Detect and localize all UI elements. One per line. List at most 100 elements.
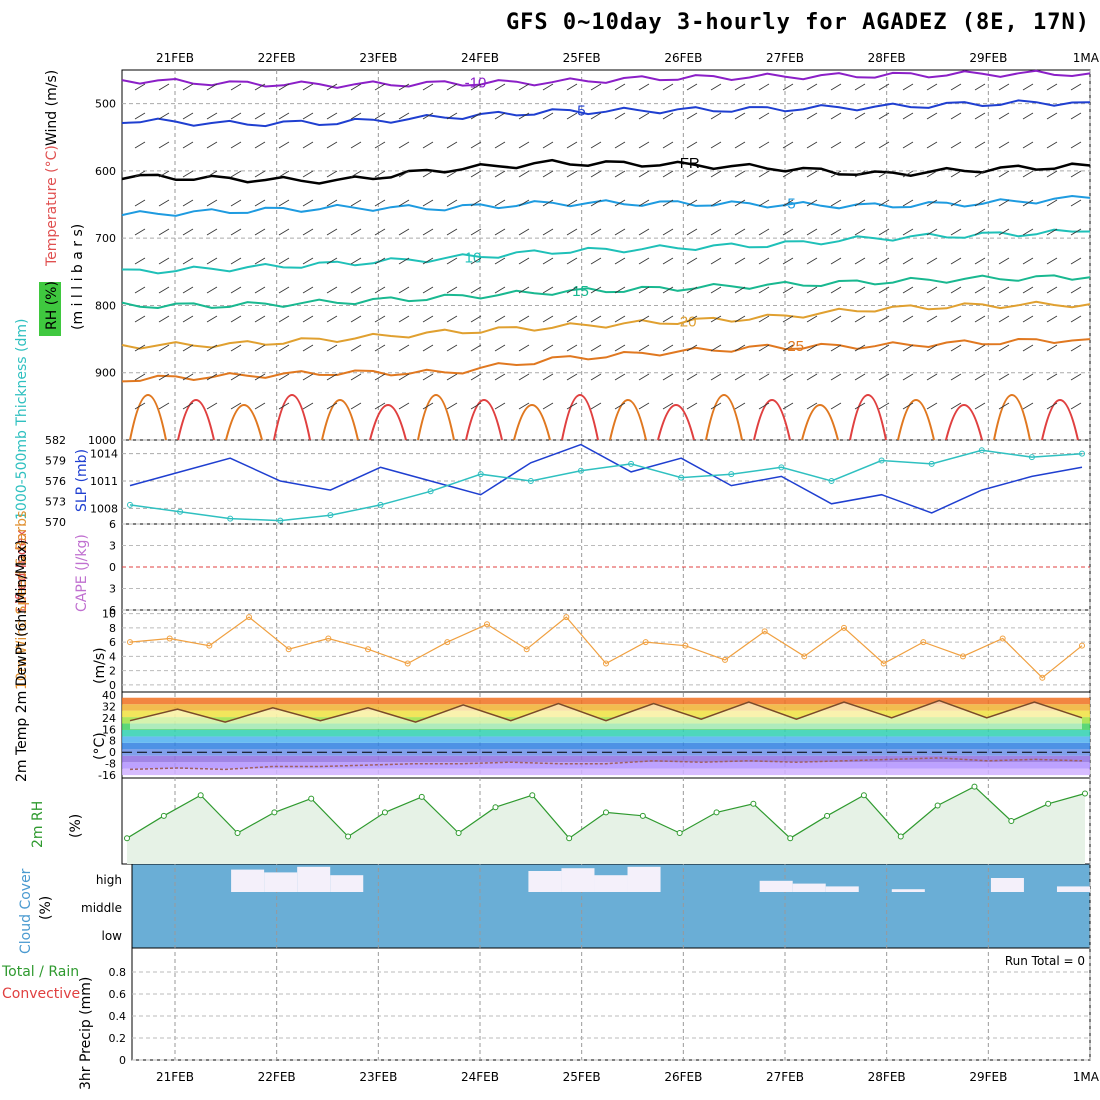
wind-barb	[614, 228, 626, 236]
wind-barb	[854, 199, 866, 207]
wind-barb	[662, 344, 674, 352]
wind-barb	[254, 141, 266, 149]
temp-tick-label: 8	[109, 735, 116, 748]
wind-barb	[998, 402, 1010, 410]
wind-barb	[446, 402, 458, 410]
wind-barb	[878, 286, 890, 294]
wind-barb	[326, 83, 338, 91]
wind-barb	[494, 286, 506, 294]
wind-barb	[998, 286, 1010, 294]
wind-barb	[1046, 402, 1058, 410]
wind-barb	[806, 315, 818, 323]
rh-units-label: (%)	[68, 814, 84, 838]
wind-barb	[758, 141, 770, 149]
rh-point	[271, 809, 278, 816]
wind-barb	[206, 402, 218, 410]
cloud-high-bar	[825, 886, 859, 892]
wind-barb	[470, 286, 482, 294]
low-level-contour	[177, 399, 215, 441]
wind-barb	[542, 402, 554, 410]
wind-barb	[422, 199, 434, 207]
wind-barb	[302, 286, 314, 294]
rh-point	[1045, 800, 1052, 807]
wind-barb	[398, 344, 410, 352]
thickness-tick-label: 582	[45, 434, 66, 447]
wind-barb	[782, 286, 794, 294]
temp2m-axis-label: 2m Temp 2m DewPt (6hr Min/Max)	[14, 540, 30, 782]
contour-label: 10	[465, 249, 482, 266]
low-level-contour	[561, 394, 599, 441]
wind-barb	[518, 402, 530, 410]
wind-barb	[1046, 141, 1058, 149]
wind-barb	[830, 112, 842, 120]
wind-barb	[782, 373, 794, 381]
wind-barb	[758, 83, 770, 91]
wind-barb	[1022, 199, 1034, 207]
wind-barb	[1070, 286, 1082, 294]
wind-barb	[566, 373, 578, 381]
low-level-contour	[1041, 399, 1079, 441]
wind-barb	[302, 199, 314, 207]
wind-barb	[614, 344, 626, 352]
wind-barb	[590, 228, 602, 236]
wind-barb	[1046, 315, 1058, 323]
wind-barb	[902, 83, 914, 91]
wind-barb	[1046, 83, 1058, 91]
date-label-top: 1MAR	[1073, 51, 1100, 65]
contour-FR	[121, 158, 1091, 185]
wind-barb	[278, 373, 290, 381]
date-label-bottom: 23FEB	[359, 1070, 397, 1084]
wind-barb	[614, 315, 626, 323]
wind-barb	[206, 344, 218, 352]
wind-barb	[350, 402, 362, 410]
wind-barb	[854, 286, 866, 294]
wind-barb	[302, 83, 314, 91]
date-label-top: 23FEB	[359, 51, 397, 65]
temp-color-band	[122, 697, 1090, 705]
wind-barb	[302, 257, 314, 265]
wind-barb	[590, 112, 602, 120]
wind-barb	[854, 141, 866, 149]
wind-barb	[878, 228, 890, 236]
slp-tick-label: 1011	[90, 475, 118, 488]
wind-barb	[494, 373, 506, 381]
wind-barb	[206, 315, 218, 323]
wind-barb	[926, 141, 938, 149]
wind-barb	[518, 199, 530, 207]
wind-barb	[758, 170, 770, 178]
temp-tick-label: 24	[102, 712, 116, 725]
date-label-bottom: 28FEB	[868, 1070, 906, 1084]
pressure-axis-label: (m i l l i b a r s)	[70, 224, 86, 330]
rh-point	[234, 830, 241, 837]
wind-barb	[230, 286, 242, 294]
wind-barb	[398, 286, 410, 294]
wind-barb	[998, 315, 1010, 323]
wind-barb	[542, 257, 554, 265]
wind-barb	[614, 141, 626, 149]
wind-barb	[374, 141, 386, 149]
wind-barb	[326, 228, 338, 236]
date-label-top: 26FEB	[664, 51, 702, 65]
wind-barb	[374, 112, 386, 120]
wind-barb	[518, 228, 530, 236]
wind-barb	[614, 112, 626, 120]
wind-barb	[686, 257, 698, 265]
wind-barb	[278, 344, 290, 352]
wind-speed-point	[365, 646, 371, 653]
cloud-high-bar	[1056, 886, 1090, 892]
wind-barb	[734, 344, 746, 352]
wind-barb	[302, 373, 314, 381]
wind-barb	[590, 344, 602, 352]
wind-barb	[710, 228, 722, 236]
wind-barb	[806, 373, 818, 381]
date-label-bottom: 25FEB	[563, 1070, 601, 1084]
wind-barb	[398, 199, 410, 207]
wind-speed-point	[285, 646, 292, 653]
cloud-high-bar	[330, 875, 364, 892]
wind-barb	[494, 199, 506, 207]
wind-barb	[374, 83, 386, 91]
wind-barb	[134, 373, 146, 381]
temp-color-band	[122, 742, 1090, 750]
wind-barb	[422, 228, 434, 236]
